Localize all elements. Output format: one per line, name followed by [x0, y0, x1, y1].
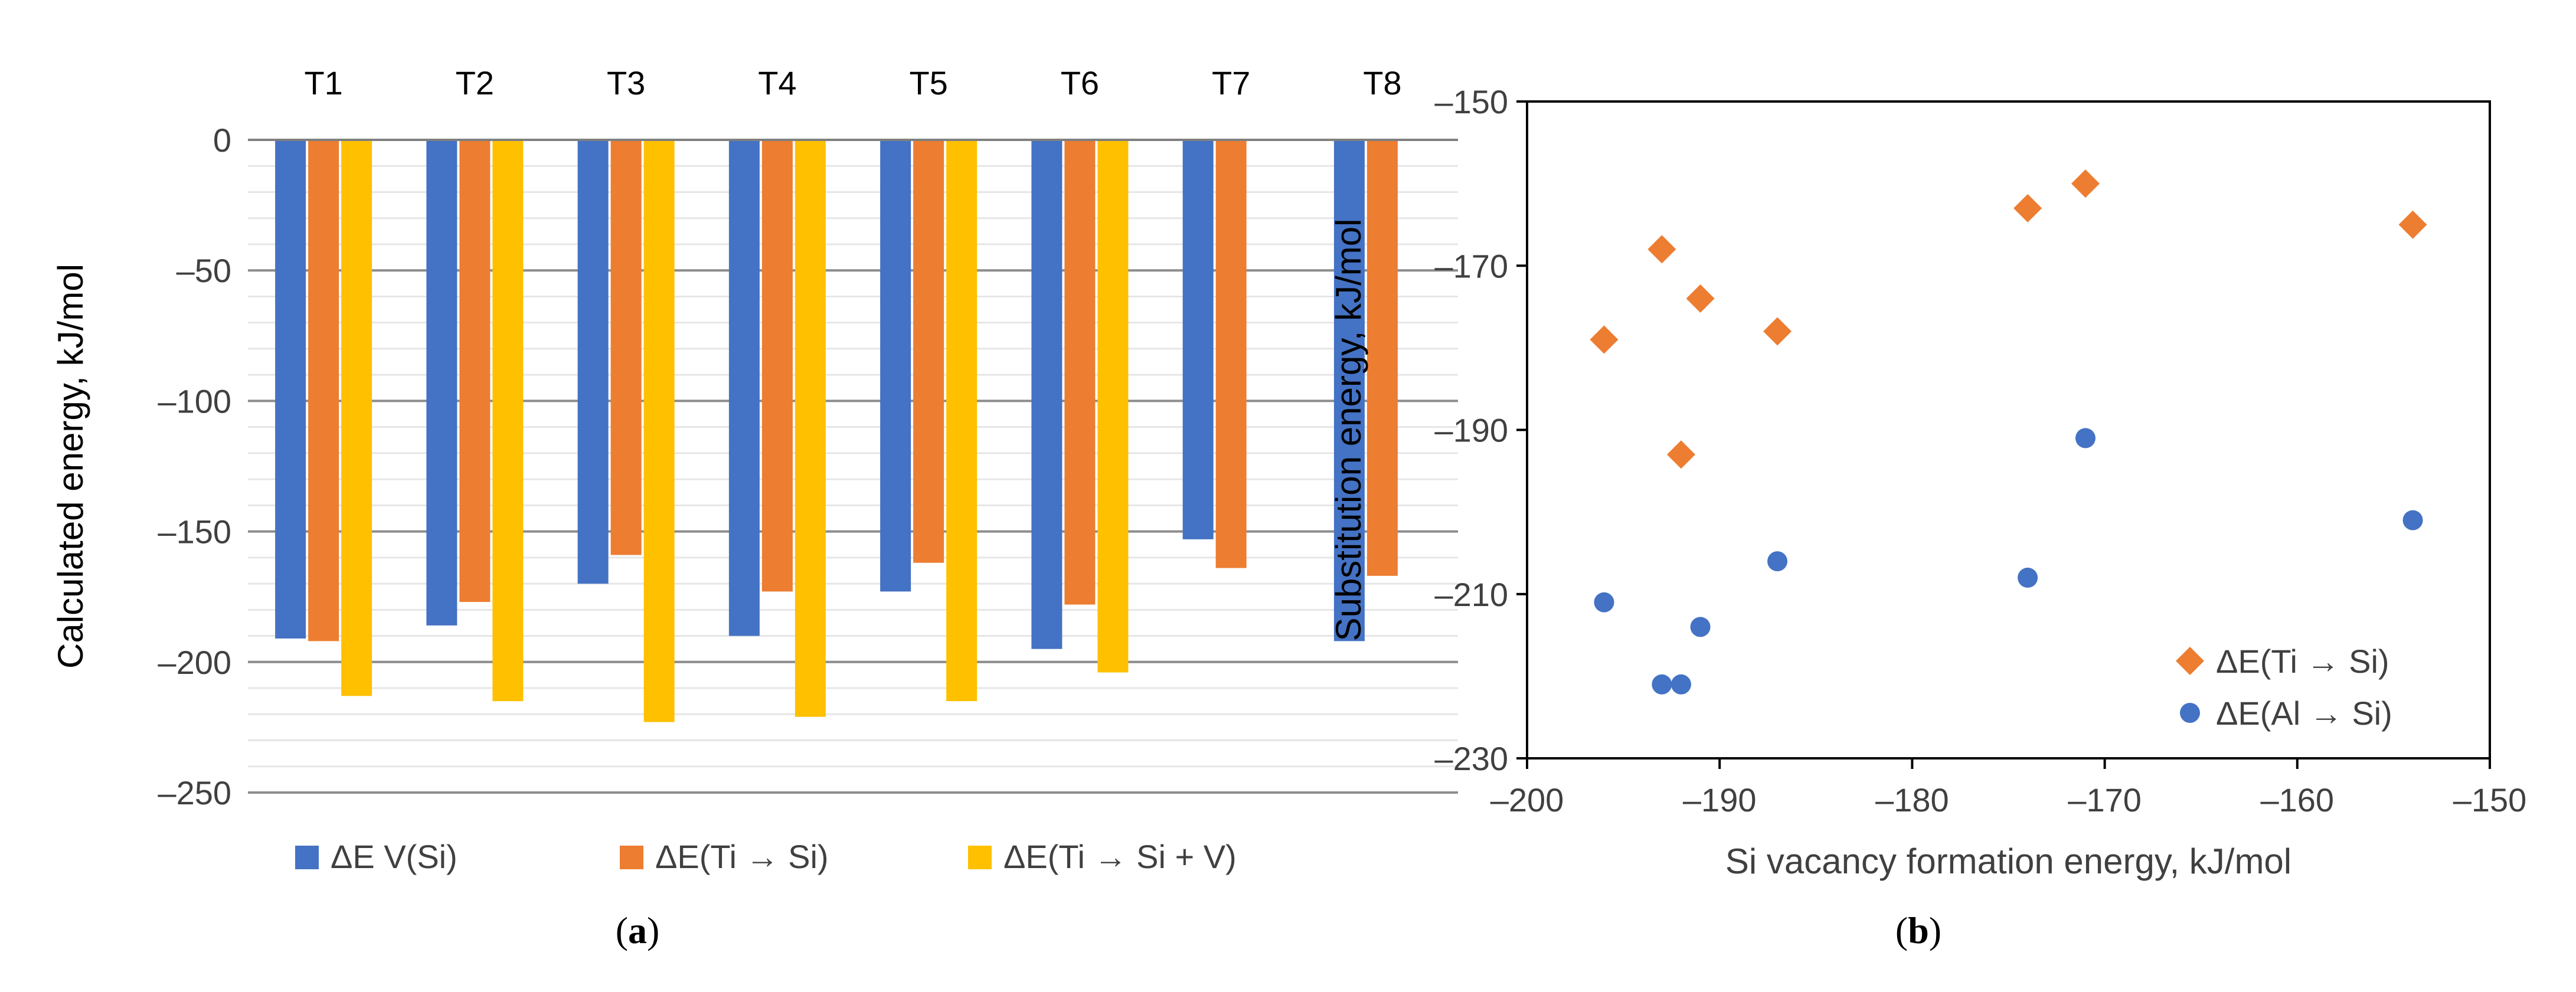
y-tick-label: –190 [1434, 412, 1508, 449]
data-point-series-2 [1767, 551, 1788, 572]
y-tick-label: –50 [176, 252, 231, 289]
chart-a-bar-chart: 0 –50 –100 –150 –200 –250 T1 T2 T3 T4 T5 T6 T7 T8 Calc… [51, 64, 1458, 875]
y-tick-label: –150 [158, 513, 231, 551]
legend-marker-2 [2180, 703, 2200, 723]
legend-label-2: ΔE(Ti → Si) [655, 838, 829, 875]
bar-2 [913, 140, 944, 563]
data-point-series-1 [2398, 210, 2427, 239]
y-tick-label: –200 [158, 644, 231, 681]
bar-1 [275, 140, 306, 639]
bar-1 [1182, 140, 1214, 539]
bar-2 [1064, 140, 1096, 605]
category-label: T4 [758, 64, 796, 102]
data-point-series-2 [2018, 567, 2038, 588]
x-tick-label: –190 [1683, 781, 1757, 819]
caption-a-letter: a [628, 909, 647, 951]
legend-label-1: ΔE(Ti → Si) [2216, 643, 2389, 680]
y-tick-label: –210 [1434, 576, 1508, 613]
legend-swatch-3 [968, 846, 992, 869]
data-point-series-1 [2013, 194, 2042, 222]
y-tick-label: –250 [158, 774, 231, 811]
chart-b-scatter-chart: –150 –170 –190 –210 –230 –200 –190 –180 –170 –160… [1329, 83, 2526, 881]
legend-marker-1 [2176, 647, 2204, 675]
bar-1 [880, 140, 911, 592]
x-tick-label: –160 [2261, 781, 2335, 819]
category-label: T8 [1363, 64, 1401, 102]
bar-3 [643, 140, 675, 722]
y-tick-label: 0 [213, 122, 231, 159]
x-tick-label: –150 [2453, 781, 2527, 819]
data-point-series-1 [2071, 169, 2100, 198]
legend-label-1: ΔE V(Si) [331, 838, 457, 875]
data-point-series-1 [1686, 284, 1715, 313]
bar-2 [1215, 140, 1247, 568]
y-tick-label: –100 [158, 382, 231, 420]
caption-b: (b) [1895, 909, 1942, 951]
data-point-series-2 [2075, 428, 2096, 448]
caption-b-letter: b [1908, 909, 1929, 951]
bar-3 [492, 140, 524, 702]
data-point-series-1 [1666, 440, 1695, 469]
data-point-series-1 [1590, 325, 1619, 354]
bar-3 [341, 140, 372, 696]
category-label: T5 [909, 64, 947, 102]
data-point-series-1 [1647, 235, 1676, 264]
legend-label-3: ΔE(Ti → Si + V) [1003, 838, 1237, 875]
category-label: T1 [304, 64, 342, 102]
y-axis-title: Substitution energy, kJ/mol [1329, 219, 1368, 641]
caption-a: (a) [615, 909, 660, 951]
legend-label-2: ΔE(Al → Si) [2216, 695, 2392, 732]
data-point-series-2 [1690, 617, 1711, 637]
bar-2 [610, 140, 642, 555]
y-tick-label: –230 [1434, 740, 1508, 777]
y-tick-label: –150 [1434, 83, 1508, 120]
data-point-series-2 [1594, 592, 1614, 613]
data-point-series-1 [1763, 317, 1792, 346]
y-axis-title: Calculated energy, kJ/mol [51, 264, 90, 669]
bar-2 [308, 140, 339, 641]
x-tick-label: –170 [2068, 781, 2142, 819]
bar-3 [795, 140, 826, 717]
category-label: T7 [1212, 64, 1250, 102]
x-axis-title: Si vacancy formation energy, kJ/mol [1725, 842, 2291, 881]
bar-1 [1031, 140, 1063, 649]
bar-1 [1333, 140, 1365, 641]
data-point-series-2 [2402, 510, 2423, 531]
y-tick-label: –170 [1434, 247, 1508, 284]
category-label: T3 [607, 64, 645, 102]
bar-3 [1097, 140, 1129, 673]
x-tick-label: –180 [1875, 781, 1949, 819]
bar-3 [946, 140, 978, 702]
bar-2 [1367, 140, 1398, 576]
category-label: T2 [456, 64, 494, 102]
legend-swatch-2 [620, 846, 643, 869]
x-tick-label: –200 [1490, 781, 1564, 819]
data-point-series-2 [1652, 674, 1672, 695]
bar-2 [459, 140, 491, 603]
bar-1 [426, 140, 457, 626]
bar-2 [761, 140, 793, 592]
bar-1 [577, 140, 609, 584]
legend-swatch-1 [295, 846, 319, 869]
bar-1 [728, 140, 760, 636]
data-point-series-2 [1671, 674, 1691, 695]
category-label: T6 [1061, 64, 1099, 102]
